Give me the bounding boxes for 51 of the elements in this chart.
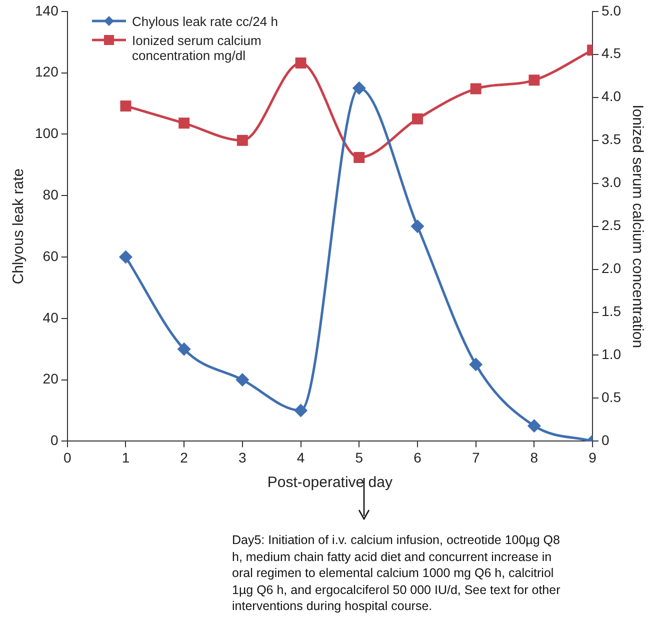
legend-label: Ionized serum calcium concentration mg/dl bbox=[132, 33, 262, 63]
y2-tick-label: 1.0 bbox=[602, 346, 622, 362]
y-axis-title: Chlyous leak rate bbox=[10, 168, 28, 284]
y-tick-label: 20 bbox=[42, 370, 59, 387]
x-tick-label: 4 bbox=[296, 449, 305, 466]
point bbox=[354, 152, 365, 164]
text: Day5: Initiation of i.v. calcium infusion, octreotide 100µg Q8 h, medium chain fatty acid diet and concurrent increase in oral regimen to elemental calcium 1000 mg Q6 h, calcitriol 1µg Q6 h, and ergocalciferol 50 000 IU/d, See text for other interventions during hospital course. bbox=[232, 532, 562, 614]
y-tick-label: 0 bbox=[50, 432, 59, 448]
y2-tick-label: 2.0 bbox=[602, 260, 622, 276]
y2-tick-label: 0 bbox=[602, 432, 610, 448]
y2-tick-label: 3.5 bbox=[602, 131, 622, 148]
x-tick-label: 2 bbox=[180, 449, 188, 466]
x-tick-label: 1 bbox=[122, 449, 130, 466]
x-tick-label: 3 bbox=[238, 449, 247, 466]
y2-tick-label: 0.5 bbox=[602, 389, 622, 406]
y2-tick-label: 4.0 bbox=[602, 88, 622, 104]
x-tick-label: 8 bbox=[530, 449, 538, 466]
y2-tick-label: 2.5 bbox=[602, 217, 622, 234]
y2-tick-label: 3.0 bbox=[602, 174, 622, 190]
point bbox=[470, 358, 482, 371]
point bbox=[528, 74, 540, 86]
point bbox=[412, 113, 423, 124]
x-axis-title: Post-operative day bbox=[267, 474, 393, 492]
y-tick-label: 80 bbox=[42, 186, 59, 202]
y2-tick-label: 5.0 bbox=[602, 2, 622, 18]
y2-tick-label: 1.5 bbox=[602, 303, 622, 320]
y-tick-label: 40 bbox=[42, 309, 59, 326]
y2-axis-title: Ionized serum calcium concentration bbox=[628, 104, 646, 348]
y2-tick-label: 4.5 bbox=[602, 45, 622, 62]
y-tick-label: 100 bbox=[35, 125, 59, 142]
legend-label: Chylous leak rate cc/24 h bbox=[132, 14, 278, 29]
point bbox=[178, 342, 190, 356]
x-tick-label: 6 bbox=[414, 449, 422, 466]
point bbox=[295, 57, 306, 68]
y-tick-label: 140 bbox=[35, 2, 59, 18]
point bbox=[352, 82, 366, 94]
x-tick-label: 0 bbox=[63, 449, 72, 466]
point bbox=[236, 134, 248, 146]
point bbox=[470, 83, 482, 94]
point bbox=[236, 374, 249, 386]
point bbox=[120, 100, 132, 112]
point bbox=[178, 118, 190, 129]
x-tick-label: 5 bbox=[355, 449, 364, 466]
x-tick-label: 7 bbox=[472, 449, 480, 466]
point bbox=[294, 404, 308, 417]
point bbox=[119, 250, 132, 264]
point bbox=[411, 220, 424, 233]
x-tick-label: 9 bbox=[588, 449, 597, 466]
y-tick-label: 120 bbox=[35, 64, 59, 80]
point bbox=[528, 420, 540, 432]
y-tick-label: 60 bbox=[42, 248, 59, 264]
